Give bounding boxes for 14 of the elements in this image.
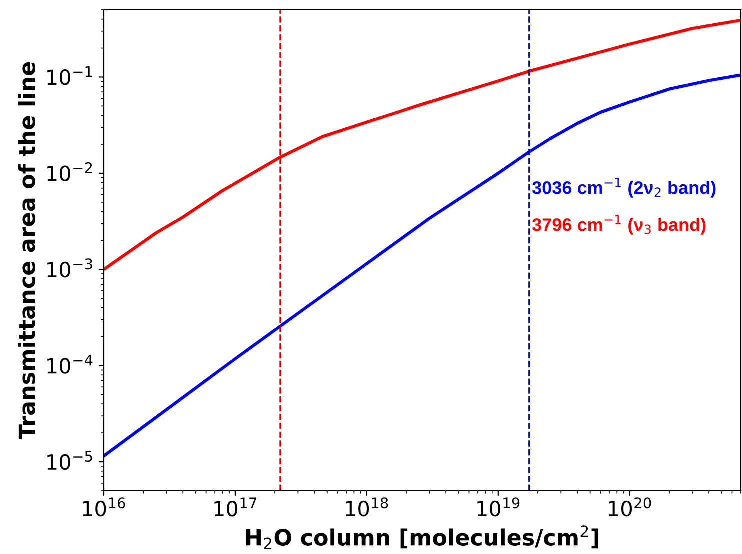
y-tick-label: 10$^{−4}$ <box>48 355 93 374</box>
text: 3796 cm$^{−1}$ (ν$_{3}$ band) <box>532 214 706 235</box>
y-tick-label: 10$^{−2}$ <box>48 162 92 182</box>
y-tick-label: 10$^{−3}$ <box>48 258 92 278</box>
y-tick-label: 10$^{−1}$ <box>48 66 92 86</box>
x-tick-label: 10$^{16}$ <box>83 498 126 517</box>
x-tick-label: 10$^{19}$ <box>478 498 520 517</box>
x-axis-title: H$_{2}$O column [molecules/cm$^{2}$] <box>246 526 599 550</box>
x-tick-label: 10$^{18}$ <box>346 498 388 517</box>
series-label: 3036 cm$^{−1}$ (2ν$_{2}$ band) <box>532 178 716 198</box>
x-tick-label: 10$^{20}$ <box>609 498 652 517</box>
y-tick-label: 10$^{−5}$ <box>48 451 92 470</box>
x-tick-label: 10$^{17}$ <box>214 498 256 517</box>
y-axis-title: Transmittance area of the line <box>18 62 36 440</box>
